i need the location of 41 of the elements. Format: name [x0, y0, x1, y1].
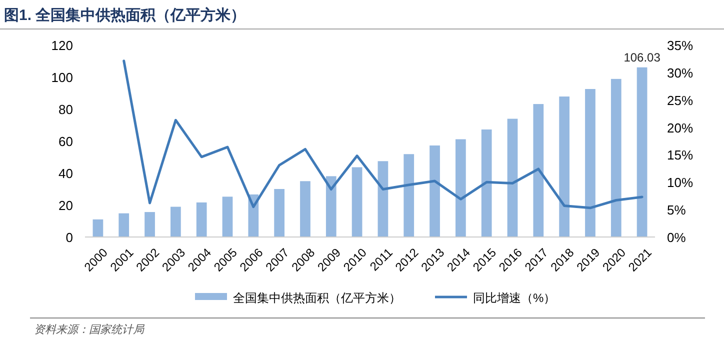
bar	[456, 139, 466, 237]
y2-tick-label: 0%	[667, 230, 686, 245]
bar	[144, 212, 155, 237]
bar	[507, 118, 518, 237]
bar	[430, 145, 440, 237]
y2-tick-label: 5%	[667, 202, 686, 218]
bar	[326, 176, 336, 237]
y-tick-label: 0	[66, 230, 73, 245]
bar	[222, 196, 233, 237]
data-label: 106.03	[624, 50, 661, 64]
bar	[300, 181, 310, 237]
y2-tick-label: 20%	[667, 120, 694, 136]
y2-tick-label: 25%	[667, 92, 694, 108]
bar	[610, 78, 622, 237]
y2-tick-label: 15%	[667, 148, 694, 163]
bar	[636, 67, 648, 237]
text: 资料来源：国家统计局	[34, 323, 145, 336]
legend-label: 同比增速（%）	[473, 291, 556, 305]
y-tick-label: 100	[51, 70, 73, 85]
y2-tick-label: 30%	[667, 65, 694, 80]
y-tick-label: 20	[58, 198, 73, 213]
y-tick-label: 60	[58, 134, 73, 149]
bar	[533, 104, 544, 237]
bar	[585, 89, 596, 237]
bar	[92, 219, 104, 237]
bar	[378, 161, 388, 237]
bar	[404, 154, 414, 237]
y-tick-label: 120	[51, 38, 73, 53]
bar	[481, 129, 492, 237]
y-tick-label: 40	[58, 166, 73, 181]
bar	[274, 189, 284, 237]
bar	[170, 206, 181, 237]
bar	[559, 96, 570, 237]
legend-label: 全国集中供热面积（亿平方米）	[233, 291, 401, 305]
chart-title: 图1. 全国集中供热面积（亿平方米）	[4, 6, 246, 24]
y2-tick-label: 35%	[667, 38, 694, 53]
y-tick-label: 80	[58, 102, 73, 117]
bar	[352, 167, 362, 237]
bar	[196, 202, 207, 237]
y2-tick-label: 10%	[667, 175, 694, 190]
bar	[118, 213, 130, 237]
